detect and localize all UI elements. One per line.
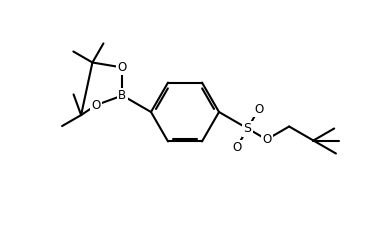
Text: B: B <box>118 89 126 102</box>
Text: S: S <box>243 122 252 135</box>
Text: O: O <box>232 141 241 154</box>
Text: O: O <box>91 99 101 112</box>
Text: O: O <box>254 103 263 116</box>
Text: O: O <box>262 133 271 146</box>
Text: O: O <box>118 61 127 74</box>
